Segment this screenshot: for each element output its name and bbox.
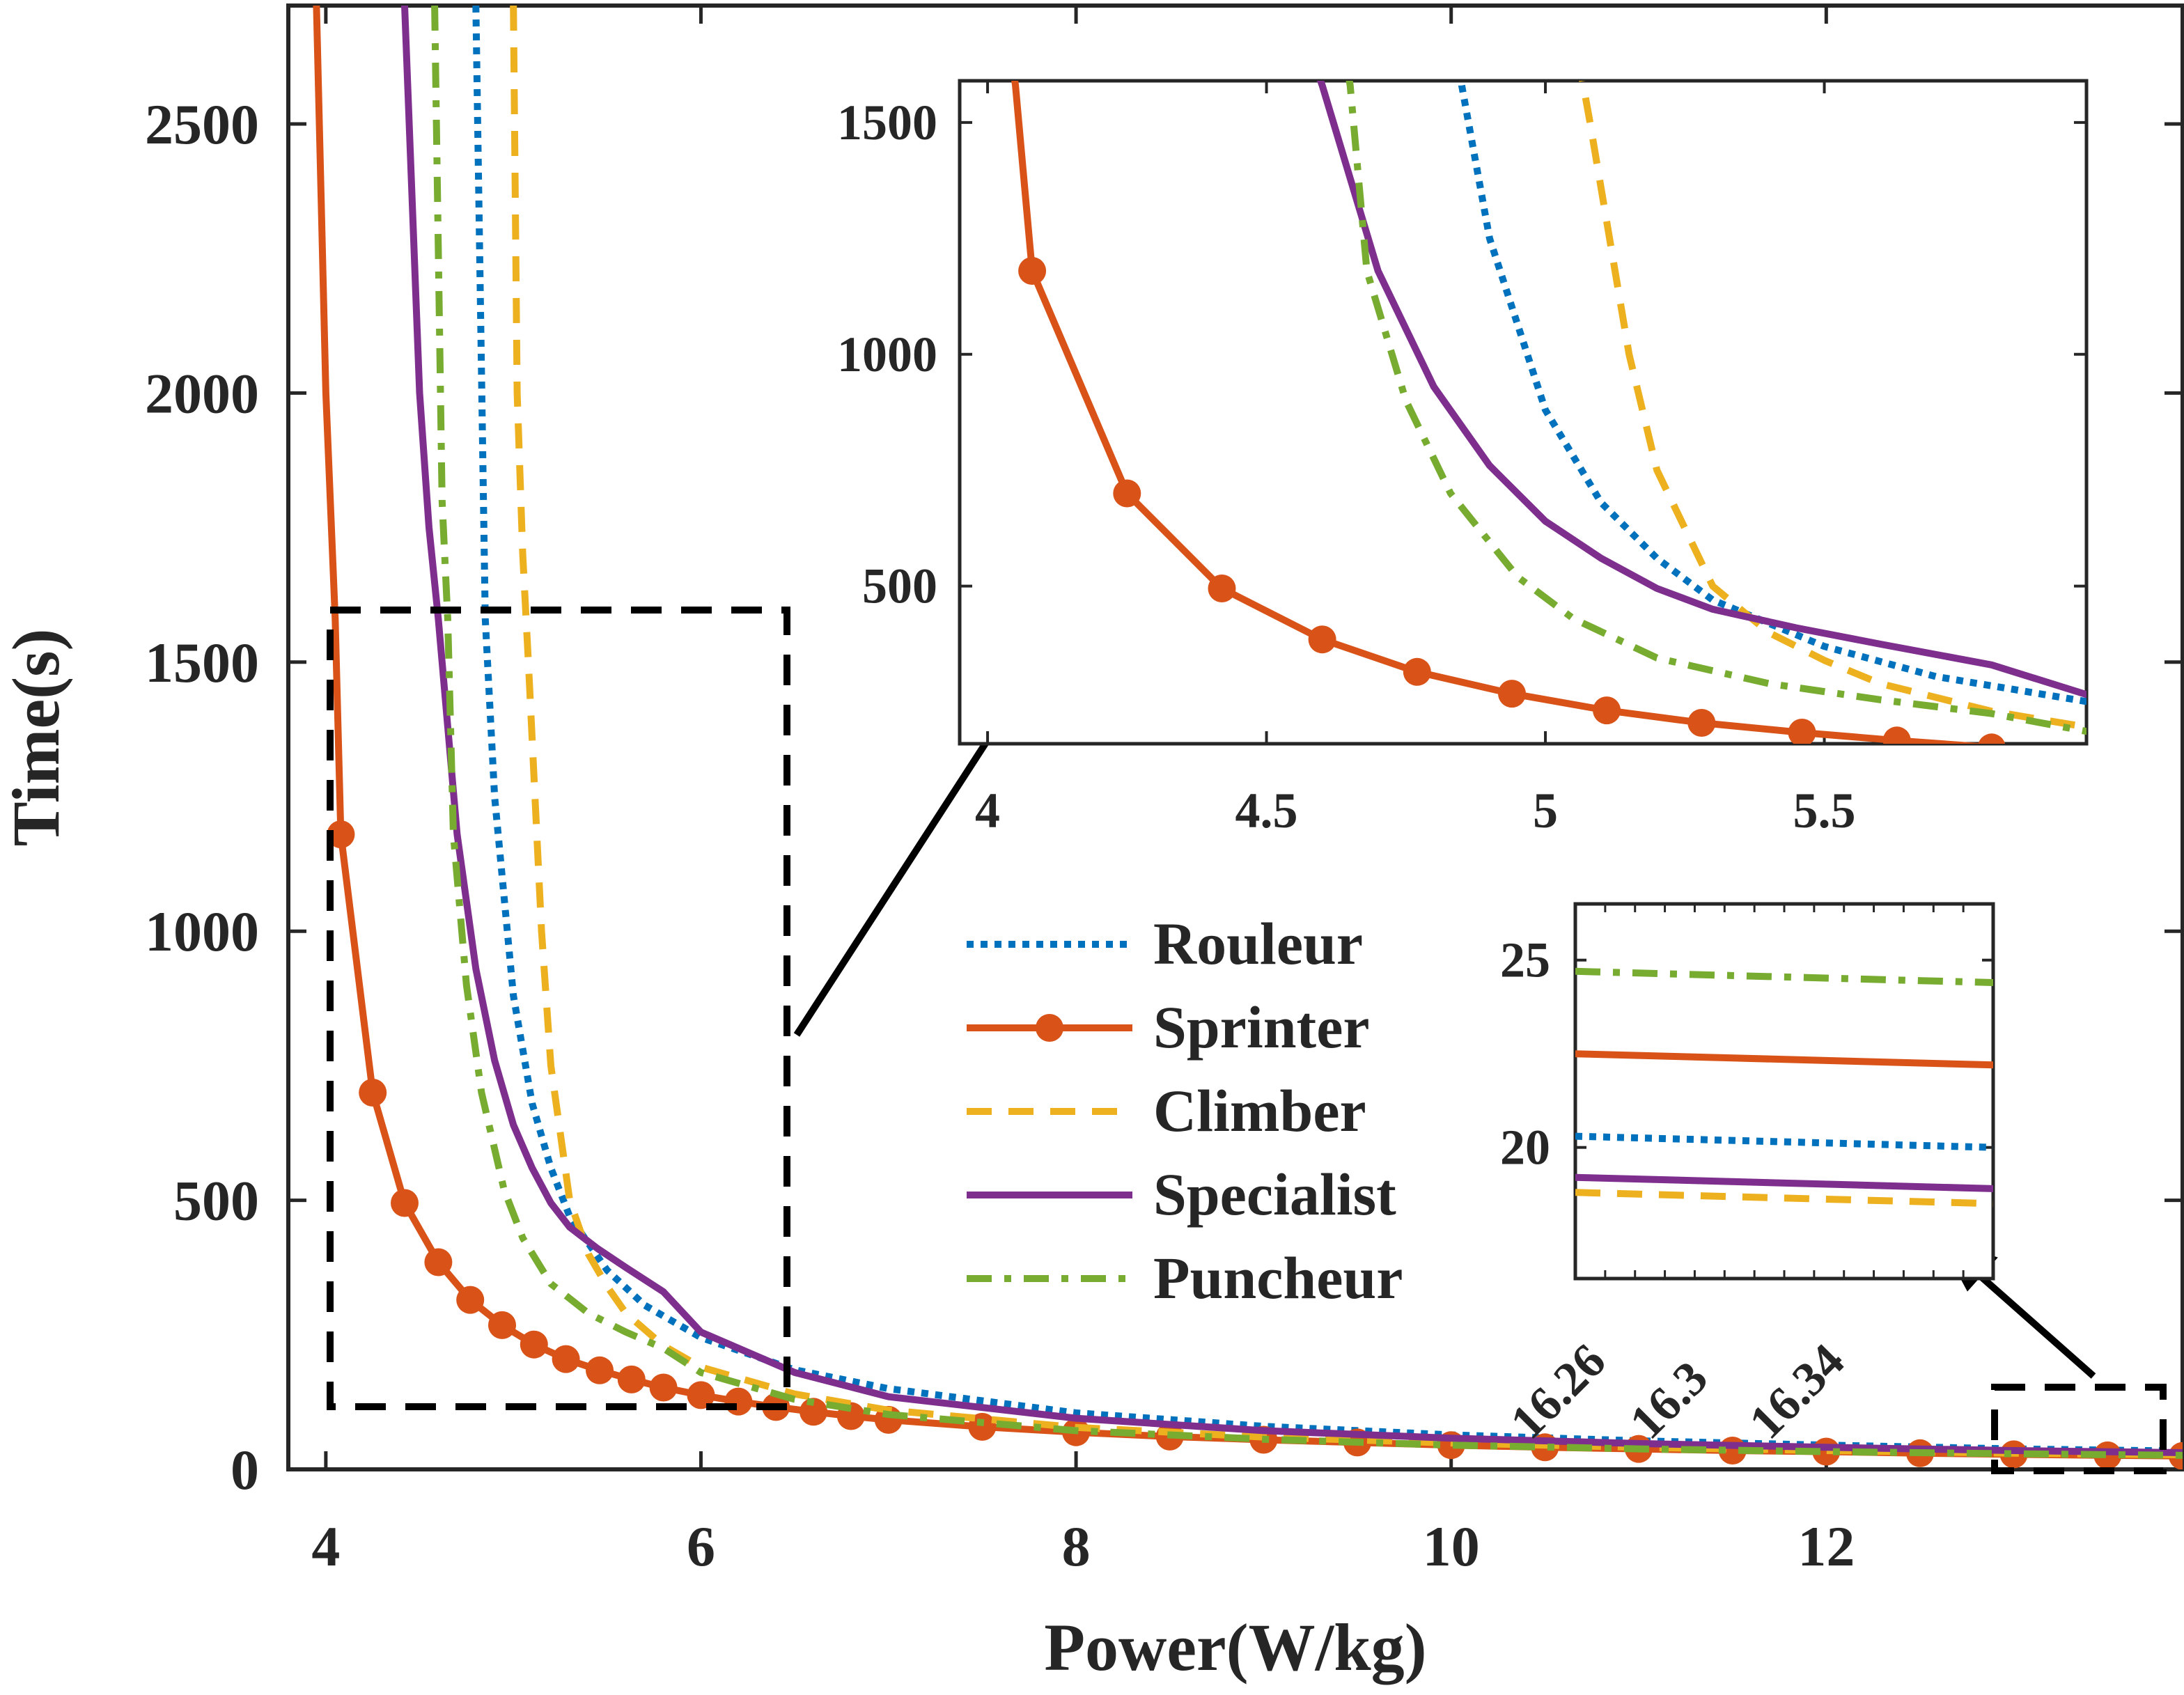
inset-top-y-tick-label: 500 — [862, 559, 937, 614]
inset-top-point-sprinter — [1788, 719, 1816, 744]
main-series-line-rouleur — [472, 6, 2183, 1455]
inset-bottom-y-tick-label: 25 — [1500, 932, 1550, 988]
x-axis-label: Power(W/kg) — [1044, 1610, 1426, 1685]
x-tick-label: 8 — [1062, 1515, 1091, 1578]
inset-top-point-sprinter — [2089, 740, 2117, 768]
main-point-sprinter — [488, 1311, 516, 1339]
x-tick-label: 10 — [1423, 1515, 1480, 1578]
x-tick-label: 12 — [1797, 1515, 1855, 1578]
inset-top-point-sprinter — [1687, 709, 1716, 737]
main-series-line-specialist — [401, 6, 2183, 1456]
inset-bottom-x-tick-label: 16.26 — [1501, 1334, 1616, 1449]
legend-label: Sprinter — [1153, 994, 1370, 1061]
legend: Rouleur Sprinter Climber Specialist Puncheur — [967, 910, 1403, 1311]
main-point-sprinter — [424, 1248, 453, 1276]
inset-top-point-sprinter — [1208, 575, 1236, 602]
main-point-sprinter — [520, 1330, 548, 1359]
main-point-sprinter — [687, 1381, 715, 1409]
legend-label: Climber — [1153, 1077, 1366, 1144]
top-inset-background — [958, 79, 2089, 746]
top-inset-series — [1011, 81, 2117, 768]
zoom-box-top-inset — [327, 607, 790, 1410]
top-inset-ticks: 4 4.5 5 5.5 500 1000 1500 — [837, 81, 2086, 838]
inset-bottom-series-line-specialist — [1575, 1173, 1993, 1192]
main-ticks: 4 6 8 10 12 0 500 1000 1500 2000 2500 — [145, 6, 2183, 1578]
inset-bottom-series-line-sprinter — [1575, 1050, 1993, 1069]
inset-top-series-line-specialist — [1316, 81, 2086, 698]
main-point-sprinter — [649, 1373, 678, 1402]
inset-top-point-sprinter — [1403, 657, 1431, 686]
zoom-box-bottom-inset — [1991, 1384, 2167, 1474]
inset-top-y-tick-label: 1000 — [837, 327, 937, 382]
inset-bottom-x-tick-label: 16.34 — [1739, 1334, 1855, 1449]
inset-bottom-y-tick-label: 20 — [1500, 1120, 1550, 1175]
inset-top-x-tick-label: 5.5 — [1793, 783, 1856, 838]
x-tick-label: 4 — [311, 1515, 340, 1578]
inset-bottom-x-tick-label: 16.3 — [1620, 1351, 1718, 1449]
bottom-inset-series — [1575, 967, 1993, 1208]
main-point-sprinter — [968, 1412, 997, 1441]
inset-top-y-tick-label: 1500 — [837, 95, 937, 150]
legend-marker-sprinter — [1036, 1014, 1063, 1042]
main-plot-frame — [286, 3, 2184, 1471]
inset-bottom-series-line-puncheur — [1575, 967, 1993, 986]
y-tick-label: 0 — [231, 1438, 259, 1501]
inset-top-point-sprinter — [1593, 696, 1621, 725]
inset-top-point-sprinter — [1113, 479, 1141, 508]
inset-top-point-sprinter — [1882, 726, 1911, 744]
main-point-sprinter — [552, 1345, 580, 1373]
inset-top-x-tick-label: 5 — [1533, 783, 1558, 838]
inset-top-point-sprinter — [1498, 680, 1526, 708]
y-tick-label: 1000 — [145, 900, 259, 963]
inset-top-point-sprinter — [1978, 733, 2006, 744]
legend-label: Puncheur — [1153, 1244, 1403, 1311]
inset-top-point-sprinter — [1018, 257, 1047, 285]
legend-label: Specialist — [1153, 1161, 1396, 1228]
main-series — [313, 6, 2183, 1469]
main-point-sprinter — [586, 1356, 614, 1384]
main-point-sprinter — [617, 1365, 646, 1393]
x-tick-label: 6 — [687, 1515, 715, 1578]
bottom-inset-background — [1573, 902, 1995, 1281]
legend-label: Rouleur — [1153, 910, 1363, 977]
main-point-sprinter — [359, 1079, 387, 1107]
main-point-sprinter — [327, 820, 355, 849]
main-point-sprinter — [800, 1398, 828, 1426]
inset-top-series-line-puncheur — [1346, 81, 2086, 735]
main-point-sprinter — [724, 1387, 753, 1416]
inset-top-point-sprinter — [1308, 625, 1336, 654]
y-tick-label: 1500 — [145, 631, 259, 694]
y-tick-label: 500 — [173, 1169, 259, 1233]
main-point-sprinter — [456, 1286, 485, 1314]
y-axis-label: Time(s) — [0, 629, 73, 847]
inset-top-x-tick-label: 4 — [975, 783, 1000, 838]
inset-bottom-series-line-rouleur — [1575, 1132, 1993, 1151]
inset-top-series-line-rouleur — [1458, 81, 2086, 705]
y-tick-label: 2500 — [145, 93, 259, 156]
y-tick-label: 2000 — [145, 361, 259, 425]
inset-top-series-line-sprinter — [1011, 81, 1989, 744]
inset-top-x-tick-label: 4.5 — [1235, 783, 1298, 838]
inset-bottom-series-line-climber — [1575, 1189, 1993, 1208]
main-point-sprinter — [391, 1189, 419, 1217]
